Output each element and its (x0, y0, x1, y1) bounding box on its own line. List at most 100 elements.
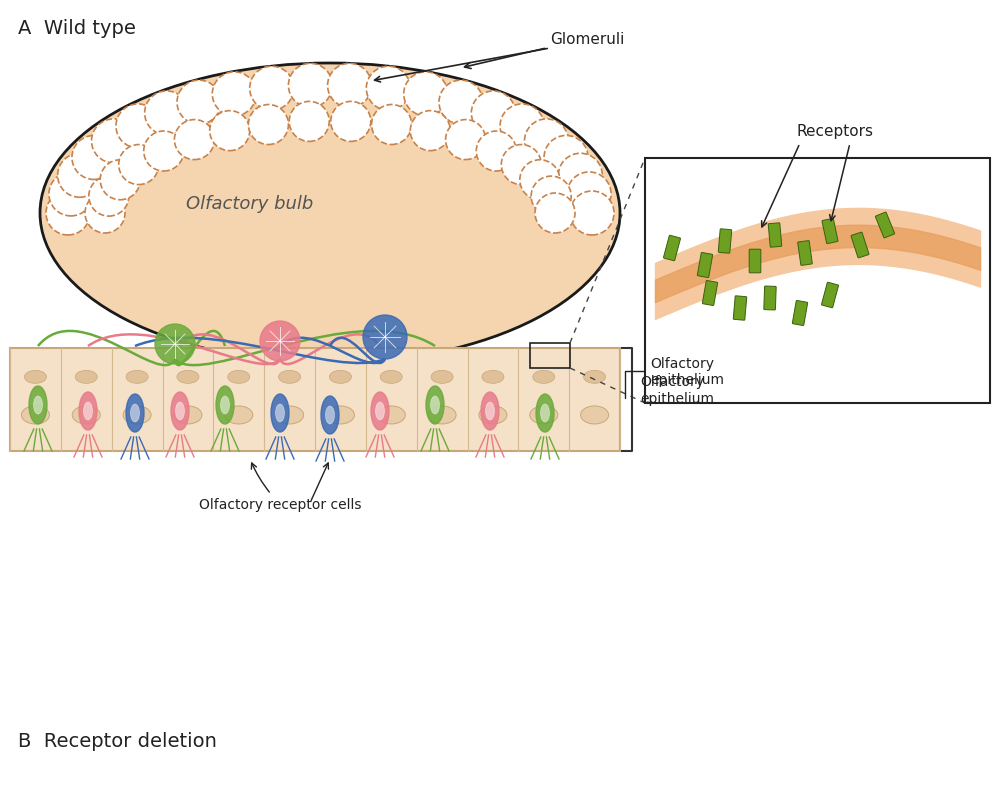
Ellipse shape (24, 371, 46, 384)
Circle shape (72, 137, 116, 180)
FancyBboxPatch shape (822, 219, 838, 244)
Ellipse shape (326, 406, 335, 425)
Circle shape (248, 105, 289, 145)
Circle shape (85, 194, 125, 234)
Circle shape (58, 154, 101, 198)
Ellipse shape (583, 371, 605, 384)
Ellipse shape (174, 406, 202, 425)
Ellipse shape (371, 393, 389, 430)
Circle shape (524, 120, 568, 164)
FancyBboxPatch shape (702, 281, 717, 306)
Ellipse shape (220, 397, 229, 414)
Ellipse shape (330, 371, 352, 384)
Circle shape (446, 120, 486, 161)
Ellipse shape (380, 371, 402, 384)
Circle shape (567, 173, 611, 217)
Text: B  Receptor deletion: B Receptor deletion (18, 731, 216, 750)
Ellipse shape (216, 386, 234, 425)
Ellipse shape (40, 64, 620, 364)
Circle shape (289, 64, 333, 108)
Circle shape (558, 154, 602, 198)
Circle shape (49, 173, 93, 217)
Text: Olfactory bulb: Olfactory bulb (186, 195, 314, 213)
Circle shape (544, 137, 588, 180)
Circle shape (535, 194, 575, 234)
Circle shape (174, 120, 214, 161)
Circle shape (290, 102, 330, 142)
Text: Olfactory
epithelium: Olfactory epithelium (625, 357, 724, 399)
FancyBboxPatch shape (876, 213, 895, 238)
Circle shape (363, 316, 407, 360)
Ellipse shape (481, 393, 499, 430)
Ellipse shape (72, 406, 100, 425)
Ellipse shape (431, 371, 453, 384)
Circle shape (260, 321, 300, 361)
Ellipse shape (377, 406, 405, 425)
FancyBboxPatch shape (769, 223, 782, 248)
Text: A  Wild type: A Wild type (18, 19, 136, 38)
Bar (530, 344, 570, 369)
Ellipse shape (126, 394, 144, 433)
Circle shape (520, 161, 560, 201)
Bar (645, 159, 990, 403)
Circle shape (471, 92, 515, 136)
Ellipse shape (33, 397, 42, 414)
Circle shape (100, 161, 140, 201)
Ellipse shape (227, 371, 249, 384)
Circle shape (404, 73, 448, 116)
Circle shape (328, 64, 372, 108)
Ellipse shape (279, 371, 301, 384)
Circle shape (331, 102, 371, 142)
Circle shape (118, 145, 158, 185)
Circle shape (143, 132, 183, 172)
Circle shape (570, 192, 614, 236)
Ellipse shape (276, 406, 304, 425)
Circle shape (212, 73, 257, 116)
Ellipse shape (426, 386, 444, 425)
Text: Glomeruli: Glomeruli (465, 32, 624, 70)
Text: Olfactory receptor cells: Olfactory receptor cells (198, 463, 362, 512)
FancyBboxPatch shape (798, 242, 813, 266)
FancyBboxPatch shape (10, 349, 620, 451)
Ellipse shape (482, 371, 504, 384)
Ellipse shape (126, 371, 148, 384)
Circle shape (501, 145, 541, 185)
Circle shape (500, 105, 544, 149)
Ellipse shape (530, 406, 558, 425)
FancyBboxPatch shape (663, 236, 680, 262)
Ellipse shape (486, 402, 495, 421)
Ellipse shape (428, 406, 456, 425)
Circle shape (439, 81, 483, 125)
Circle shape (209, 112, 249, 152)
Ellipse shape (271, 394, 289, 433)
Circle shape (46, 192, 90, 236)
Ellipse shape (123, 406, 151, 425)
Ellipse shape (79, 393, 97, 430)
Ellipse shape (376, 402, 385, 421)
Ellipse shape (75, 371, 97, 384)
Ellipse shape (83, 402, 92, 421)
Circle shape (116, 105, 160, 149)
Ellipse shape (276, 405, 285, 422)
Circle shape (91, 120, 135, 164)
FancyBboxPatch shape (793, 301, 808, 326)
Ellipse shape (327, 406, 355, 425)
Ellipse shape (479, 406, 507, 425)
Text: Receptors: Receptors (797, 124, 874, 139)
Ellipse shape (321, 397, 339, 434)
Circle shape (89, 177, 129, 217)
Circle shape (367, 67, 410, 111)
Ellipse shape (29, 386, 47, 425)
Ellipse shape (580, 406, 608, 425)
Ellipse shape (171, 393, 189, 430)
FancyBboxPatch shape (822, 283, 839, 308)
Circle shape (410, 112, 450, 152)
FancyBboxPatch shape (697, 253, 712, 278)
Ellipse shape (431, 397, 440, 414)
Circle shape (531, 177, 571, 217)
Text: Olfactory
epithelium: Olfactory epithelium (640, 375, 714, 405)
FancyBboxPatch shape (851, 233, 869, 259)
Ellipse shape (536, 394, 554, 433)
Circle shape (249, 67, 294, 111)
Ellipse shape (175, 402, 184, 421)
